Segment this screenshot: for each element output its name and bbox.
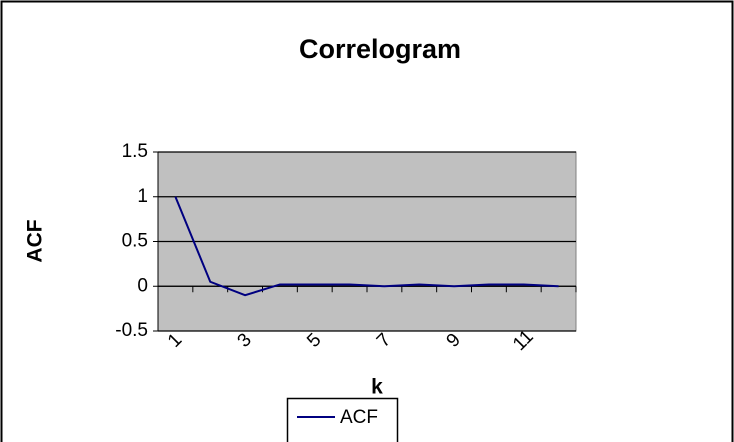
- data-line: [174, 196, 559, 297]
- y-tick-label: 1.5: [122, 141, 148, 162]
- chart-title: Correlogram: [299, 34, 461, 64]
- legend-label: ACF: [340, 407, 378, 428]
- y-tick-label: 0: [137, 275, 148, 296]
- y-tick-label: -0.5: [115, 320, 148, 341]
- y-tick-label: 0.5: [122, 231, 148, 252]
- y-tick-label: 1: [137, 186, 148, 207]
- legend-box: [286, 397, 399, 442]
- legend: ACF: [286, 397, 399, 442]
- x-axis-label: k: [371, 376, 383, 399]
- y-axis-label: ACF: [24, 219, 47, 262]
